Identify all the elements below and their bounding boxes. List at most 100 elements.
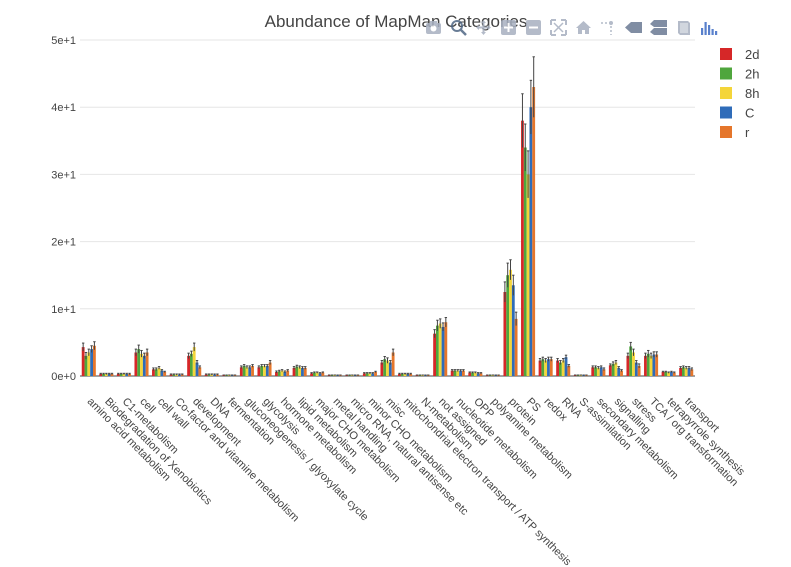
bar-2d[interactable] [644,355,647,376]
bar-2d[interactable] [292,367,296,376]
bar-2d[interactable] [661,371,665,376]
bar-r[interactable] [672,372,676,376]
bar-2d[interactable] [99,373,103,376]
legend-item-r[interactable]: r [720,125,750,140]
bar-C[interactable] [441,326,445,376]
legend-item-8h[interactable]: 8h [720,86,759,101]
legend-item-2h[interactable]: 2h [720,67,759,82]
legend-item-2d[interactable]: 2d [720,47,759,62]
bar-2d[interactable] [257,367,261,376]
bar-2d[interactable] [152,369,155,376]
bar-r[interactable] [163,371,167,376]
pan-icon[interactable] [474,18,493,37]
bar-8h[interactable] [298,367,302,376]
bar-2d[interactable] [310,373,313,376]
bar-C[interactable] [670,371,673,376]
bar-2d[interactable] [116,373,120,376]
bar-2h[interactable] [295,366,299,376]
bar-2d[interactable] [187,355,190,376]
bar-2h[interactable] [84,355,88,376]
bar-r[interactable] [286,370,290,376]
bar-2d[interactable] [398,373,401,376]
bar-C[interactable] [142,355,146,376]
bar-series[interactable] [81,87,694,376]
bar-2h[interactable] [646,353,650,376]
bar-r[interactable] [444,322,448,376]
bar-C[interactable] [687,367,691,376]
bar-2h[interactable] [154,369,158,376]
reset-axes-icon[interactable] [574,18,593,37]
bar-2h[interactable] [664,371,668,376]
bar-2d[interactable] [239,367,243,376]
bar-2h[interactable] [611,363,615,376]
bar-C[interactable] [529,107,533,376]
bar-r[interactable] [409,373,413,376]
bar-2d[interactable] [556,360,559,376]
zoom-icon[interactable] [449,18,468,37]
bar-2d[interactable] [433,333,436,376]
bar-C[interactable] [388,362,392,376]
bar-r[interactable] [391,352,395,376]
bar-r[interactable] [110,373,114,376]
spike-lines-icon[interactable] [599,18,618,37]
bar-r[interactable] [145,352,149,376]
bar-C[interactable] [617,367,621,376]
bar-r[interactable] [251,365,254,376]
bar-2d[interactable] [626,355,630,376]
bar-C[interactable] [283,371,287,376]
bar-r[interactable] [620,370,623,376]
bar-8h[interactable] [438,323,442,376]
bar-2h[interactable] [277,371,281,376]
bar-C[interactable] [547,359,550,376]
bar-2h[interactable] [558,362,562,376]
bar-8h[interactable] [87,352,91,376]
bar-8h[interactable] [315,372,319,376]
bar-2h[interactable] [435,325,439,376]
bar-8h[interactable] [157,367,161,376]
bar-2h[interactable] [102,373,105,376]
bar-C[interactable] [160,370,164,376]
bar-r[interactable] [198,367,202,376]
bar-8h[interactable] [192,347,196,376]
bar-8h[interactable] [122,373,126,376]
bar-C[interactable] [564,357,568,376]
bar-r[interactable] [567,365,571,376]
bar-C[interactable] [599,367,603,376]
bar-8h[interactable] [632,352,635,376]
bar-8h[interactable] [544,360,548,376]
bar-2d[interactable] [468,372,472,376]
bar-2d[interactable] [362,373,366,376]
bar-C[interactable] [125,373,129,376]
bar-8h[interactable] [263,365,266,376]
bar-8h[interactable] [368,373,372,376]
zoom-out-icon[interactable] [524,18,543,37]
bar-2d[interactable] [275,371,278,376]
bar-C[interactable] [301,367,304,376]
bar-2d[interactable] [503,292,507,376]
bar-8h[interactable] [649,355,653,376]
bar-C[interactable] [371,373,375,376]
bar-2h[interactable] [312,372,316,376]
bar-8h[interactable] [667,372,671,376]
bar-8h[interactable] [614,362,618,376]
bar-8h[interactable] [403,373,407,376]
edit-chart-icon[interactable] [674,18,693,37]
bar-C[interactable] [652,354,656,376]
plotly-logo-icon[interactable] [699,18,718,37]
bar-2h[interactable] [629,346,633,376]
bar-8h[interactable] [509,269,512,376]
bar-r[interactable] [374,371,377,376]
bar-8h[interactable] [684,367,688,376]
bar-8h[interactable] [473,372,477,376]
bar-2h[interactable] [137,349,141,376]
bar-r[interactable] [532,87,536,376]
bar-2d[interactable] [679,367,682,376]
bar-r[interactable] [637,365,641,376]
bar-C[interactable] [107,373,111,376]
bar-2d[interactable] [81,347,85,376]
bar-r[interactable] [321,372,325,376]
bar-C[interactable] [406,373,410,376]
hover-closest-icon[interactable] [624,18,643,37]
bar-C[interactable] [265,365,269,376]
bar-r[interactable] [268,362,272,376]
